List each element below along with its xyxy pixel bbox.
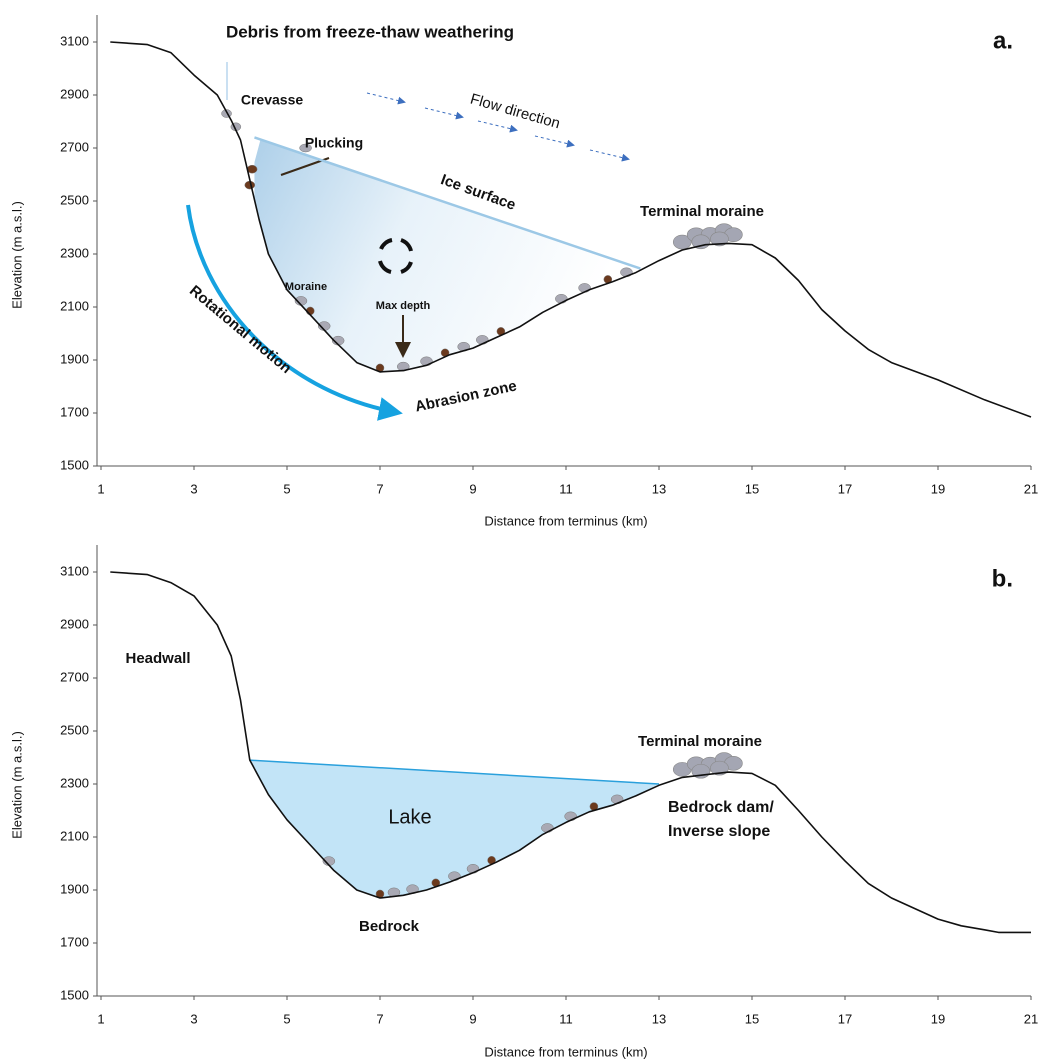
y-tick-label: 2900 [60, 616, 89, 631]
x-tick-label: 7 [376, 1011, 383, 1026]
x-tick-label: 17 [838, 1011, 852, 1026]
annotation: Debris from freeze-thaw weathering [226, 22, 514, 41]
lake-surface [249, 759, 660, 785]
rotation-arrow [186, 204, 403, 421]
x-tick-label: 3 [190, 1011, 197, 1026]
bedrock-profile [110, 41, 1032, 418]
annotation: Terminal moraine [640, 203, 764, 220]
x-axis-label: Distance from terminus (km) [484, 513, 647, 528]
flow-arrow [534, 135, 575, 148]
y-tick-label: 1700 [60, 404, 89, 419]
ice-body [254, 137, 641, 372]
x-tick-label: 17 [838, 481, 852, 496]
annotation: a. [993, 27, 1013, 54]
x-tick-label: 5 [283, 1011, 290, 1026]
moraine-rock [710, 231, 729, 247]
fill-layer [249, 137, 660, 898]
moraine-rock [672, 234, 692, 250]
x-tick-label: 7 [376, 481, 383, 496]
x-tick-label: 19 [931, 1011, 945, 1026]
x-tick-label: 1 [97, 1011, 104, 1026]
annotation: Bedrock dam/ [668, 799, 774, 816]
x-tick-label: 15 [745, 1011, 759, 1026]
y-tick-label: 3100 [60, 563, 89, 578]
x-tick-label: 9 [469, 481, 476, 496]
decorations [186, 62, 630, 421]
x-tick-label: 1 [97, 481, 104, 496]
rock [476, 335, 489, 345]
x-tick-label: 13 [652, 1011, 666, 1026]
bedrock-profile [110, 571, 1031, 934]
annotation: Lake [388, 806, 431, 828]
x-tick-label: 15 [745, 481, 759, 496]
rock [578, 283, 591, 293]
annotation: Abrasion zone [414, 377, 519, 415]
annotation: Flow direction [468, 91, 562, 133]
y-tick-label: 2100 [60, 828, 89, 843]
rock [541, 823, 554, 833]
y-tick-label: 2700 [60, 139, 89, 154]
x-axis-label: Distance from terminus (km) [484, 1044, 647, 1059]
x-tick-label: 3 [190, 481, 197, 496]
y-tick-label: 2700 [60, 669, 89, 684]
x-tick-label: 9 [469, 1011, 476, 1026]
y-tick-label: 2500 [60, 192, 89, 207]
y-tick-label: 3100 [60, 33, 89, 48]
y-axis-label: Elevation (m a.s.l.) [9, 731, 24, 839]
x-tick-label: 11 [559, 1011, 573, 1026]
annotation: Max depth [376, 300, 431, 312]
x-tick-label: 11 [559, 481, 573, 496]
flow-arrow [589, 149, 630, 162]
y-tick-label: 1500 [60, 457, 89, 472]
y-tick-label: 2500 [60, 722, 89, 737]
x-tick-label: 19 [931, 481, 945, 496]
annotation: Headwall [125, 650, 190, 667]
debris-rock [299, 143, 312, 153]
ice-surface [254, 136, 641, 270]
flow-arrow [477, 120, 518, 133]
y-tick-label: 1900 [60, 881, 89, 896]
annotation: Plucking [305, 135, 363, 151]
y-tick-label: 2300 [60, 245, 89, 260]
x-tick-label: 13 [652, 481, 666, 496]
flow-arrow [424, 107, 464, 120]
flow-arrow [366, 92, 406, 105]
y-axis-label: Elevation (m a.s.l.) [9, 201, 24, 309]
y-tick-label: 1700 [60, 934, 89, 949]
annotation: Bedrock [359, 918, 420, 935]
annotation: Crevasse [241, 92, 303, 108]
annotation: Moraine [285, 281, 327, 293]
annotation: Inverse slope [668, 823, 770, 840]
x-tick-label: 5 [283, 481, 290, 496]
y-tick-label: 1900 [60, 351, 89, 366]
lake-body [249, 760, 660, 898]
rotation-icon [378, 238, 413, 274]
y-tick-label: 2900 [60, 86, 89, 101]
y-tick-label: 2100 [60, 298, 89, 313]
y-tick-label: 1500 [60, 987, 89, 1002]
annotation: b. [992, 565, 1013, 592]
annotation: Terminal moraine [638, 733, 762, 750]
moraine-rock [710, 760, 729, 776]
x-tick-label: 21 [1024, 1011, 1038, 1026]
y-tick-label: 2300 [60, 775, 89, 790]
annotation: Rotational motion [186, 282, 295, 377]
x-tick-label: 21 [1024, 481, 1038, 496]
